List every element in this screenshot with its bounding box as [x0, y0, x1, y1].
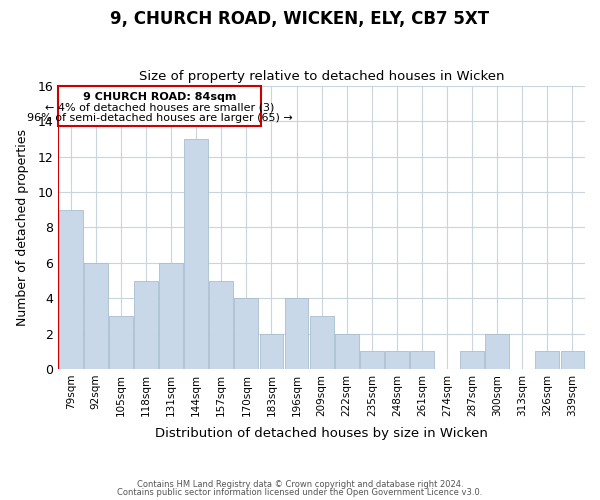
X-axis label: Distribution of detached houses by size in Wicken: Distribution of detached houses by size …: [155, 427, 488, 440]
Bar: [209, 280, 233, 369]
Bar: [84, 263, 108, 369]
Bar: [310, 316, 334, 369]
Bar: [134, 280, 158, 369]
Bar: [159, 263, 183, 369]
Text: 96% of semi-detached houses are larger (65) →: 96% of semi-detached houses are larger (…: [27, 114, 293, 124]
Bar: [109, 316, 133, 369]
Title: Size of property relative to detached houses in Wicken: Size of property relative to detached ho…: [139, 70, 505, 84]
Bar: [360, 351, 383, 369]
Bar: [284, 298, 308, 369]
Text: Contains public sector information licensed under the Open Government Licence v3: Contains public sector information licen…: [118, 488, 482, 497]
Text: 9, CHURCH ROAD, WICKEN, ELY, CB7 5XT: 9, CHURCH ROAD, WICKEN, ELY, CB7 5XT: [110, 10, 490, 28]
Bar: [184, 139, 208, 369]
Text: ← 4% of detached houses are smaller (3): ← 4% of detached houses are smaller (3): [45, 103, 274, 113]
Bar: [235, 298, 258, 369]
Bar: [560, 351, 584, 369]
Bar: [59, 210, 83, 369]
Bar: [485, 334, 509, 369]
Bar: [460, 351, 484, 369]
Text: 9 CHURCH ROAD: 84sqm: 9 CHURCH ROAD: 84sqm: [83, 92, 236, 102]
FancyBboxPatch shape: [58, 86, 262, 126]
Bar: [385, 351, 409, 369]
Bar: [410, 351, 434, 369]
Bar: [535, 351, 559, 369]
Bar: [260, 334, 283, 369]
Bar: [335, 334, 359, 369]
Y-axis label: Number of detached properties: Number of detached properties: [16, 129, 29, 326]
Text: Contains HM Land Registry data © Crown copyright and database right 2024.: Contains HM Land Registry data © Crown c…: [137, 480, 463, 489]
